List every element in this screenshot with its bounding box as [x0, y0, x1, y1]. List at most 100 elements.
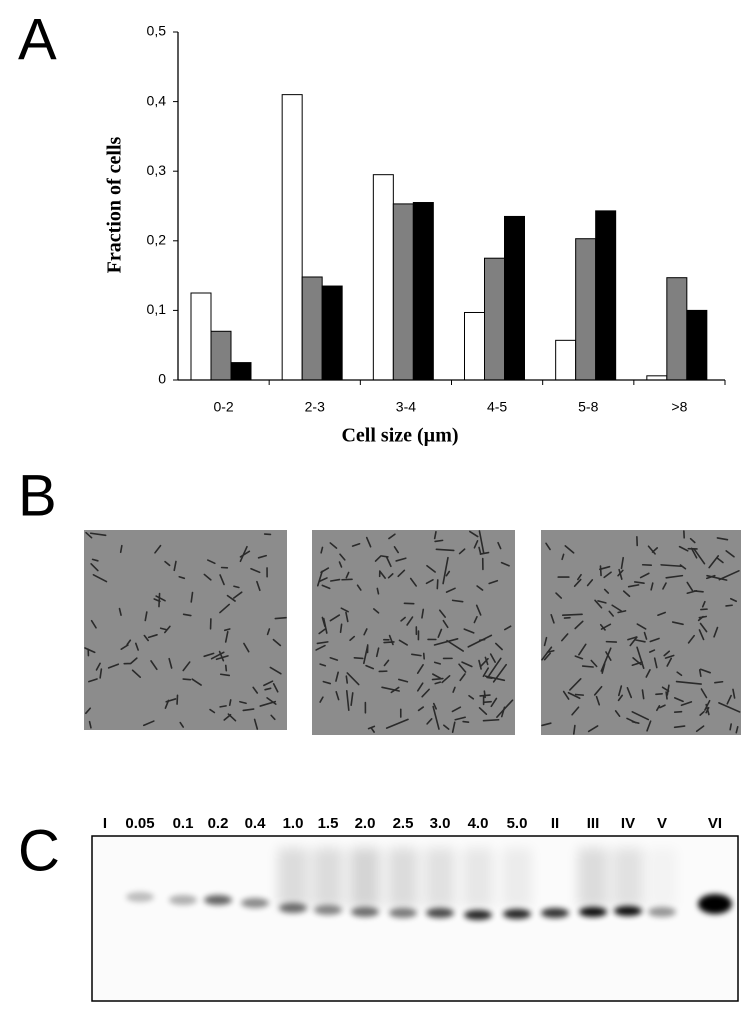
cell — [620, 556, 625, 570]
cell — [698, 629, 705, 641]
cell — [340, 607, 349, 613]
y-tick-label: 0,1 — [147, 301, 167, 317]
bar — [392, 203, 414, 381]
cell — [659, 704, 666, 709]
cell — [695, 725, 705, 733]
panel-label: B — [18, 463, 57, 528]
cell — [494, 642, 503, 651]
cell — [339, 553, 346, 561]
western-blot: I 0.05 0.1 0.2 0.4 1.0 1.5 2.0 2.5 3.0 4.0 5.0 II III… — [91, 815, 739, 1002]
smear — [388, 848, 418, 908]
cell — [426, 564, 436, 573]
cell — [664, 654, 675, 659]
cell — [228, 699, 232, 706]
cell — [626, 717, 637, 724]
cell — [631, 661, 643, 667]
cell — [179, 721, 185, 728]
x-tick-label: >8 — [671, 399, 687, 415]
lane-label: II — [551, 815, 559, 832]
cell — [595, 695, 601, 706]
band — [426, 908, 454, 918]
y-tick-label: 0,4 — [147, 92, 167, 108]
lane-label: 5.0 — [507, 815, 528, 832]
cell — [673, 725, 686, 729]
cell — [365, 536, 372, 548]
lane-label: 2.0 — [355, 815, 376, 832]
cell — [698, 669, 702, 678]
cell — [329, 657, 339, 661]
cell — [318, 577, 328, 583]
cell — [486, 676, 493, 680]
cell — [272, 638, 282, 647]
cell — [567, 691, 581, 700]
cell — [488, 657, 502, 677]
cell — [421, 688, 430, 698]
cell — [395, 557, 407, 562]
band — [389, 908, 417, 918]
bar — [210, 330, 232, 381]
cell — [714, 680, 724, 684]
micrograph — [541, 530, 741, 735]
cell — [85, 531, 93, 539]
cell — [84, 647, 96, 654]
cell — [603, 588, 610, 594]
cell — [150, 660, 158, 671]
bar — [301, 276, 323, 381]
cell — [561, 633, 569, 642]
cell — [467, 634, 493, 648]
cell — [500, 561, 510, 567]
cell — [441, 675, 451, 684]
smear — [578, 848, 608, 908]
cell — [442, 619, 449, 629]
x-axis-label: Cell size (µm) — [341, 425, 458, 447]
cell — [605, 651, 612, 661]
cell — [462, 720, 470, 724]
y-tick-label: 0,3 — [147, 162, 167, 178]
cell — [660, 564, 683, 568]
cell — [374, 555, 382, 562]
cell — [645, 669, 651, 678]
cell — [350, 692, 354, 707]
micrograph — [312, 530, 515, 735]
cell — [147, 634, 158, 639]
cell — [458, 663, 467, 673]
lane-label: I — [103, 815, 107, 832]
cell — [89, 532, 107, 537]
cell — [594, 599, 603, 609]
bar — [686, 309, 708, 381]
band — [241, 898, 269, 908]
cell — [651, 547, 659, 553]
cell — [482, 667, 490, 678]
cell — [490, 697, 498, 708]
cell — [705, 706, 710, 714]
cell — [484, 675, 506, 682]
cell — [488, 579, 499, 585]
cell — [351, 542, 361, 547]
cell — [178, 575, 186, 580]
cell — [257, 554, 268, 559]
cell — [686, 589, 698, 595]
cell — [318, 628, 326, 635]
cell — [266, 628, 271, 636]
cell — [611, 604, 622, 612]
cell — [400, 616, 406, 622]
cell — [316, 641, 329, 645]
cell — [636, 646, 645, 670]
cell — [648, 649, 656, 653]
cell — [182, 661, 191, 672]
cell — [626, 686, 633, 699]
cell — [120, 644, 129, 650]
cell — [375, 647, 380, 658]
cell — [636, 623, 647, 630]
cell — [409, 577, 417, 587]
cell — [365, 664, 375, 670]
cell — [646, 720, 652, 732]
cell — [349, 635, 356, 642]
panel-label: C — [18, 818, 60, 883]
cell — [641, 689, 645, 700]
cell — [88, 678, 98, 683]
cell — [687, 634, 695, 644]
cell — [451, 599, 464, 603]
cell — [253, 718, 259, 730]
cell — [99, 668, 103, 679]
